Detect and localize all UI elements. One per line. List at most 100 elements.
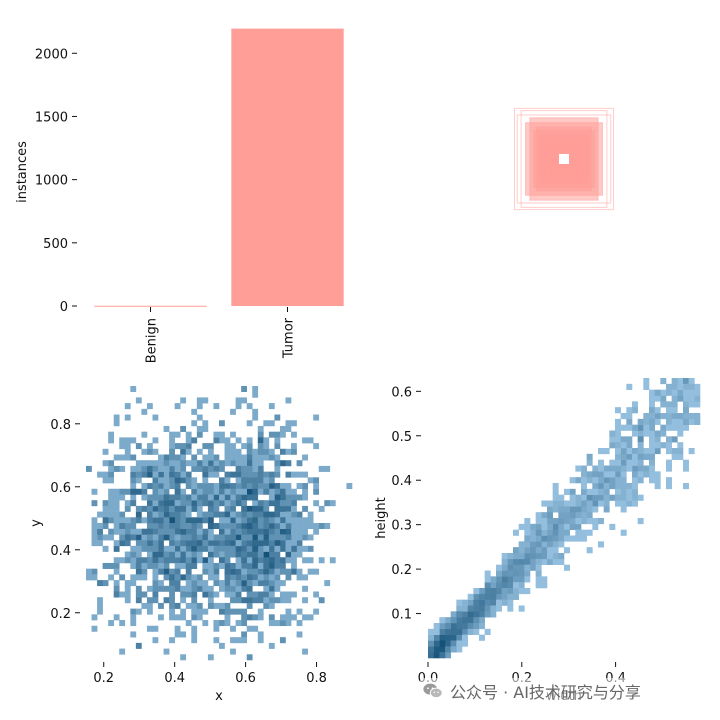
hist-cell bbox=[252, 505, 259, 512]
hist-cell bbox=[569, 506, 576, 513]
hist-cell bbox=[196, 545, 203, 552]
hist-cell bbox=[564, 547, 570, 554]
hist-cell bbox=[632, 453, 638, 460]
hist-cell bbox=[174, 494, 181, 501]
hist-cell bbox=[213, 500, 220, 507]
hist-cell bbox=[302, 494, 308, 501]
hist-cell bbox=[185, 523, 192, 530]
hist-cell bbox=[141, 540, 148, 547]
hist-cell bbox=[235, 568, 242, 575]
hist-cell bbox=[163, 511, 170, 518]
hist-cell bbox=[694, 418, 701, 425]
hist-cell bbox=[152, 505, 159, 512]
hist-cell bbox=[569, 488, 576, 495]
hist-cell bbox=[302, 614, 308, 621]
hist-cell bbox=[108, 500, 115, 507]
hist-cell bbox=[241, 585, 248, 592]
hist-cell bbox=[230, 591, 236, 598]
hist-cell bbox=[124, 585, 131, 592]
hist-cell bbox=[279, 591, 286, 598]
hist-cell bbox=[146, 602, 153, 609]
hist-cell bbox=[219, 551, 225, 558]
hist-cell bbox=[252, 448, 259, 455]
hist-cell bbox=[296, 620, 303, 627]
hist-cell bbox=[224, 460, 231, 467]
hist-cell bbox=[291, 545, 297, 552]
ytick-label: 0.1 bbox=[391, 608, 412, 623]
hist-cell bbox=[575, 465, 582, 472]
hist-cell bbox=[462, 599, 468, 606]
hist-cell bbox=[501, 558, 508, 565]
hist-cell bbox=[313, 568, 320, 575]
hist-cell bbox=[649, 407, 655, 414]
hist-cell bbox=[660, 430, 667, 437]
hist-cell bbox=[620, 413, 627, 420]
bar-benign bbox=[94, 305, 207, 307]
hist-cell bbox=[564, 506, 570, 513]
hist-cell bbox=[185, 562, 192, 569]
hist-cell bbox=[174, 477, 181, 484]
hist-cell bbox=[552, 488, 559, 495]
hist-cell bbox=[296, 460, 303, 467]
hist-cell bbox=[274, 500, 281, 507]
hist-cell bbox=[180, 585, 187, 592]
hist-cell bbox=[235, 585, 242, 592]
hist-cell bbox=[479, 588, 485, 595]
hist-cell bbox=[507, 564, 514, 571]
hist-cell bbox=[135, 488, 142, 495]
bar-ytick-label: 0 bbox=[60, 300, 68, 315]
hist-cell bbox=[180, 494, 187, 501]
hist-cell bbox=[91, 488, 98, 495]
hist-cell bbox=[268, 431, 275, 438]
hist-cell bbox=[603, 477, 610, 484]
hist-cell bbox=[130, 471, 137, 478]
hist-cell bbox=[191, 631, 198, 638]
hist-cell bbox=[241, 386, 248, 393]
hist-cell bbox=[119, 557, 126, 564]
hist-cell bbox=[152, 562, 159, 569]
hist-cell bbox=[473, 623, 480, 630]
wh-y-axis: 0.10.20.30.40.50.6 bbox=[391, 385, 421, 623]
hist-cell bbox=[450, 611, 457, 618]
hist-cell bbox=[274, 528, 281, 535]
hist-cell bbox=[213, 591, 220, 598]
hist-cell bbox=[219, 437, 225, 444]
hist-cell bbox=[235, 500, 242, 507]
hist-cell bbox=[318, 465, 325, 472]
hist-cell bbox=[196, 494, 203, 501]
hist-cell bbox=[609, 430, 616, 437]
hist-cell bbox=[541, 582, 548, 589]
hist-cell bbox=[169, 494, 175, 501]
hist-cell bbox=[141, 545, 148, 552]
hist-cell bbox=[581, 518, 587, 525]
hist-cell bbox=[207, 523, 214, 530]
hist-cell bbox=[507, 582, 514, 589]
hist-cell bbox=[130, 494, 137, 501]
wh-histogram-cells bbox=[428, 378, 701, 659]
hist-cell bbox=[484, 593, 491, 600]
hist-cell bbox=[141, 602, 148, 609]
hist-cell bbox=[530, 564, 536, 571]
hist-cell bbox=[169, 574, 175, 581]
hist-cell bbox=[180, 448, 187, 455]
hist-cell bbox=[235, 562, 242, 569]
hist-cell bbox=[620, 442, 627, 449]
hist-cell bbox=[615, 430, 621, 437]
hist-cell bbox=[632, 430, 638, 437]
hist-cell bbox=[581, 465, 587, 472]
hist-cell bbox=[135, 540, 142, 547]
hist-cell bbox=[302, 545, 308, 552]
hist-cell bbox=[296, 631, 303, 638]
hist-cell bbox=[274, 437, 281, 444]
hist-cell bbox=[307, 568, 314, 575]
hist-cell bbox=[196, 608, 203, 615]
hist-cell bbox=[130, 488, 137, 495]
hist-cell bbox=[541, 523, 548, 530]
hist-cell bbox=[169, 585, 175, 592]
hist-cell bbox=[252, 483, 259, 490]
hist-cell bbox=[683, 389, 689, 396]
hist-cell bbox=[513, 593, 519, 600]
hist-cell bbox=[285, 545, 292, 552]
hist-cell bbox=[473, 605, 480, 612]
